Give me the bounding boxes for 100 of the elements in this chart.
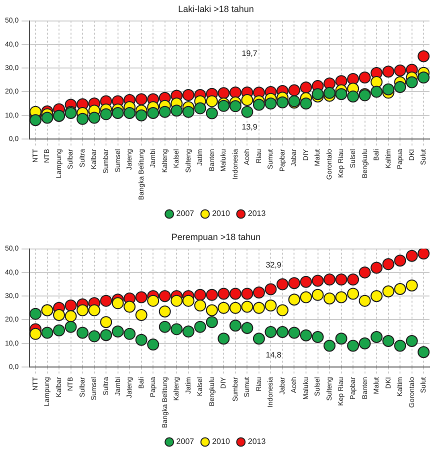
- point: [382, 83, 394, 96]
- point: [135, 291, 148, 304]
- point: [406, 76, 418, 88]
- point: [135, 109, 148, 122]
- point: [335, 274, 348, 286]
- point: [370, 76, 383, 88]
- point: [88, 112, 100, 124]
- point: [194, 102, 206, 114]
- point: [218, 332, 230, 345]
- point: [112, 297, 124, 310]
- point: [135, 309, 148, 321]
- point: [347, 274, 360, 286]
- point: [30, 328, 42, 340]
- point: [300, 81, 312, 94]
- point: [53, 324, 66, 336]
- point: [147, 107, 160, 120]
- point: [206, 304, 218, 316]
- point: [324, 86, 336, 99]
- point: [64, 300, 77, 312]
- point: [394, 254, 406, 267]
- point: [370, 330, 383, 343]
- legend-label: 2007: [176, 209, 195, 218]
- point: [182, 294, 194, 307]
- chart-title: Perempuan >18 tahun: [171, 232, 261, 242]
- point: [112, 107, 124, 120]
- annotation: 32,9: [266, 260, 282, 270]
- point: [64, 320, 77, 333]
- point: [276, 278, 288, 290]
- point: [300, 276, 312, 288]
- point: [147, 294, 160, 307]
- point: [100, 329, 112, 342]
- point: [206, 95, 218, 108]
- point: [158, 290, 171, 302]
- point: [312, 288, 324, 301]
- point: [241, 322, 254, 334]
- point: [382, 335, 394, 348]
- point: [182, 106, 194, 118]
- point: [100, 294, 112, 307]
- point: [300, 98, 312, 110]
- point: [288, 294, 300, 306]
- point: [382, 258, 394, 270]
- legend-label: 2007: [176, 437, 195, 446]
- point: [147, 338, 160, 351]
- chart-title: Laki-laki >18 tahun: [178, 4, 254, 14]
- point: [229, 288, 242, 300]
- point: [406, 279, 418, 292]
- point: [382, 285, 394, 298]
- point: [124, 107, 136, 120]
- point: [170, 294, 183, 307]
- legend-label: 2013: [248, 209, 266, 218]
- point: [252, 286, 265, 299]
- point: [418, 50, 430, 62]
- point: [406, 335, 418, 348]
- point: [194, 300, 206, 312]
- point: [252, 98, 265, 111]
- point: [218, 87, 230, 100]
- point: [41, 326, 54, 339]
- point: [324, 292, 336, 304]
- point: [335, 332, 348, 345]
- point: [76, 304, 89, 316]
- point: [347, 72, 360, 85]
- point: [206, 107, 218, 120]
- point: [288, 277, 300, 290]
- point: [229, 86, 242, 98]
- point: [218, 302, 230, 314]
- point: [100, 108, 112, 120]
- point: [182, 326, 194, 338]
- point: [30, 114, 42, 126]
- point: [100, 316, 112, 328]
- point: [358, 266, 371, 278]
- point: [276, 304, 288, 316]
- point: [194, 320, 206, 333]
- point: [264, 300, 277, 312]
- point: [88, 304, 100, 316]
- point: [324, 77, 336, 90]
- point: [288, 84, 300, 96]
- point: [276, 326, 288, 338]
- point: [252, 302, 265, 314]
- point: [88, 330, 100, 342]
- point: [335, 291, 348, 304]
- point: [358, 72, 371, 84]
- point: [370, 290, 383, 302]
- annotation: 13,9: [242, 122, 258, 132]
- point: [206, 288, 218, 301]
- point: [347, 90, 360, 102]
- point: [288, 326, 300, 339]
- point: [124, 300, 136, 313]
- point: [370, 86, 383, 98]
- point: [382, 66, 394, 78]
- point: [418, 72, 430, 84]
- point: [241, 94, 254, 106]
- point: [53, 309, 66, 321]
- legend-label: 2010: [212, 437, 230, 446]
- point: [158, 106, 171, 118]
- point: [229, 302, 242, 314]
- point: [394, 64, 406, 76]
- point: [394, 340, 406, 352]
- point: [418, 248, 430, 260]
- point: [135, 93, 148, 106]
- point: [347, 288, 360, 300]
